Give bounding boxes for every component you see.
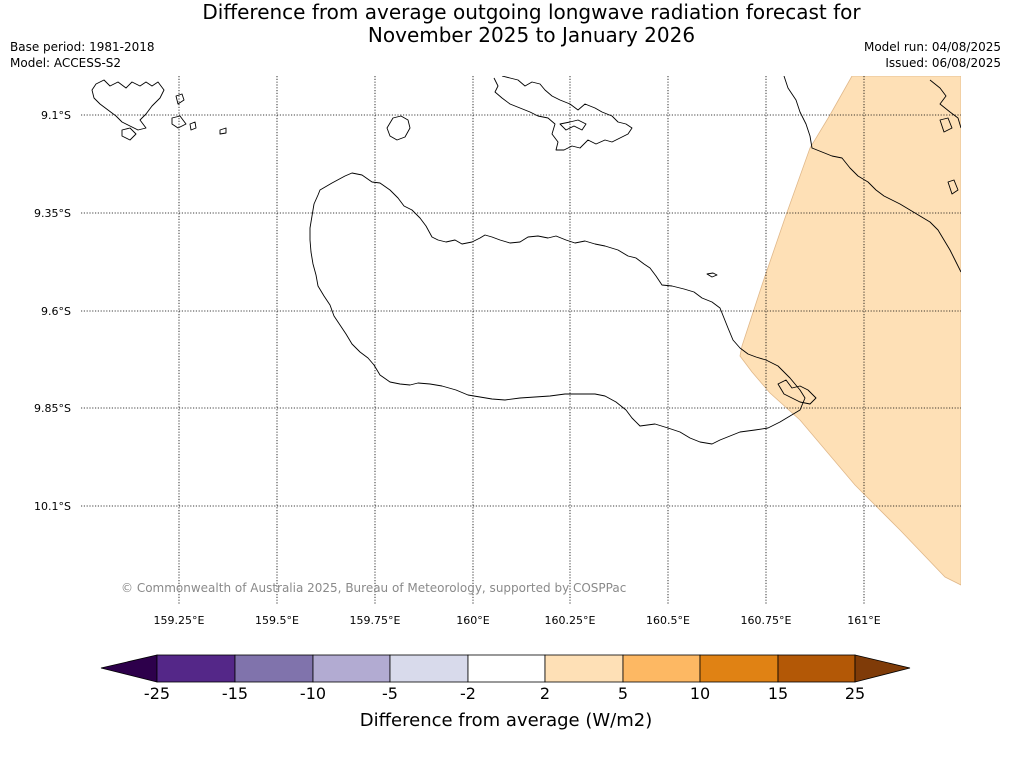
cb-tick-2: -15 (222, 684, 248, 703)
coastline-florida-inner (559, 119, 587, 131)
meta-left: Base period: 1981-2018 Model: ACCESS-S2 (10, 39, 155, 71)
colorbar-seg-4 (389, 654, 469, 683)
coastlines (91, 76, 961, 445)
colorbar-seg-7 (622, 654, 701, 683)
lat-label-1: 9.1°S (41, 109, 71, 122)
gridlines (81, 76, 961, 604)
lat-label-4: 9.85°S (34, 402, 71, 415)
model-text: Model: ACCESS-S2 (10, 56, 122, 70)
lon-label-4: 160°E (456, 614, 489, 627)
lat-label-2: 9.35°S (34, 207, 71, 220)
coastline-russell-islands (91, 79, 165, 131)
colorbar-seg-3 (312, 654, 391, 683)
colorbar-seg-6 (544, 654, 624, 683)
lon-label-3: 159.75°E (350, 614, 401, 627)
title-line-2: November 2025 to January 2026 (367, 23, 696, 47)
coastline-florida-islands (493, 76, 633, 151)
lon-label-8: 161°E (847, 614, 880, 627)
coastline-russell-east (171, 115, 187, 129)
cb-tick-10: 25 (845, 684, 865, 703)
cb-tick-6: 2 (540, 684, 550, 703)
coastline-islet (706, 272, 718, 278)
lon-label-2: 159.5°E (255, 614, 299, 627)
coastline-small-islet-1 (189, 121, 197, 131)
coastline-russell-islet (175, 93, 185, 105)
lon-label-1: 159.25°E (154, 614, 205, 627)
cb-tick-9: 15 (768, 684, 788, 703)
colorbar-seg-2 (234, 654, 314, 683)
lon-label-5: 160.25°E (545, 614, 596, 627)
coastline-savo (386, 115, 411, 141)
lon-labels: 159.25°E 159.5°E 159.75°E 160°E 160.25°E… (154, 614, 881, 627)
coastline-malaita-inner (929, 79, 961, 129)
lon-label-6: 160.5°E (646, 614, 690, 627)
coastline-malaita-isle-1 (939, 117, 953, 133)
anomaly-region (739, 76, 961, 586)
coastline-guadalcanal (309, 172, 806, 445)
cb-tick-4: -5 (382, 684, 398, 703)
coastline-marau-cape (777, 379, 817, 405)
cb-tick-1: -25 (144, 684, 170, 703)
map-panel (81, 76, 961, 604)
lat-label-5: 10.1°S (34, 500, 71, 513)
title-line-1: Difference from average outgoing longwav… (202, 0, 861, 24)
coastline-malaita (783, 76, 961, 273)
map-title: Difference from average outgoing longwav… (0, 1, 1011, 47)
cb-tick-5: -2 (460, 684, 476, 703)
copyright-text: © Commonwealth of Australia 2025, Bureau… (121, 581, 626, 595)
cb-tick-8: 10 (690, 684, 710, 703)
model-run-text: Model run: 04/08/2025 (863, 40, 1001, 54)
colorbar-ticks: -25 -15 -10 -5 -2 2 5 10 15 25 (144, 684, 865, 703)
lat-label-3: 9.6°S (41, 305, 71, 318)
base-period-text: Base period: 1981-2018 (10, 40, 155, 54)
lat-labels: 9.1°S 9.35°S 9.6°S 9.85°S 10.1°S (34, 109, 71, 513)
colorbar-seg-1 (156, 654, 236, 683)
colorbar-seg-9 (777, 654, 856, 683)
coastline-russell-south (121, 127, 137, 141)
cb-tick-7: 5 (618, 684, 628, 703)
lon-label-7: 160.75°E (741, 614, 792, 627)
cb-tick-3: -10 (300, 684, 326, 703)
colorbar-title: Difference from average (W/m2) (360, 710, 652, 731)
colorbar-seg-8 (699, 654, 779, 683)
colorbar-seg-5 (467, 654, 546, 683)
meta-right: Model run: 04/08/2025 Issued: 06/08/2025 (864, 39, 1001, 71)
coastline-small-islet-2 (219, 127, 227, 135)
colorbar-extend-high (854, 654, 911, 683)
colorbar (100, 654, 911, 683)
coastline-malaita-isle-2 (947, 179, 959, 195)
colorbar-extend-low (100, 654, 158, 683)
issued-text: Issued: 06/08/2025 (885, 56, 1001, 70)
